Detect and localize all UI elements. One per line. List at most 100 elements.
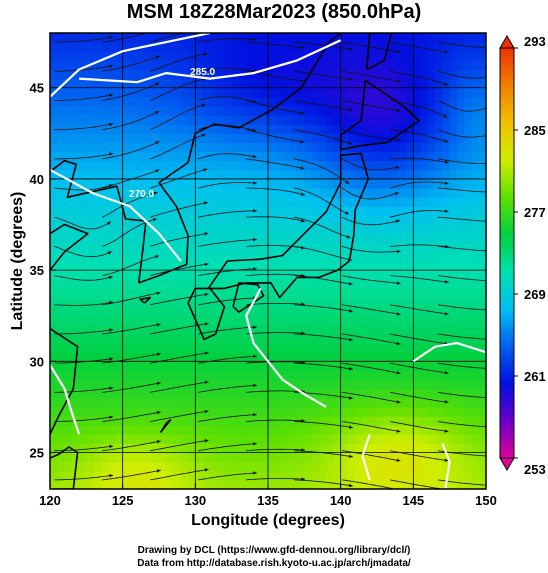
field-cell: [406, 288, 414, 299]
field-cell: [180, 397, 189, 408]
field-cell: [384, 215, 393, 226]
field-cell: [217, 96, 225, 107]
credit-data: Data from http://database.rish.kyoto-u.a…: [137, 558, 411, 569]
streamline: [390, 391, 449, 403]
field-cell: [311, 406, 320, 417]
field-cell: [268, 352, 276, 362]
field-cell: [202, 42, 211, 52]
streamline-arrow: [204, 409, 209, 414]
field-cell: [246, 452, 255, 463]
field-cell: [115, 388, 124, 399]
field-cell: [427, 261, 436, 271]
field-cell: [377, 297, 385, 308]
field-cell: [471, 425, 480, 435]
field-cell: [297, 306, 305, 317]
field-cell: [115, 178, 124, 189]
field-cell: [478, 169, 486, 180]
field-cell: [268, 242, 276, 253]
field-cell: [108, 406, 116, 417]
field-cell: [173, 115, 182, 125]
field-cell: [435, 42, 443, 52]
field-cell: [347, 479, 356, 489]
field-cell: [93, 206, 102, 216]
field-cell: [86, 270, 95, 280]
field-cell: [137, 115, 146, 125]
field-cell: [304, 443, 313, 454]
field-cell: [318, 297, 327, 308]
field-cell: [282, 370, 291, 381]
field-cell: [282, 261, 291, 271]
field-cell: [304, 361, 313, 372]
field-cell: [86, 388, 95, 399]
field-cell: [137, 397, 146, 408]
field-cell: [384, 352, 393, 362]
field-cell: [209, 78, 218, 89]
field-cell: [100, 306, 109, 317]
field-cell: [57, 270, 66, 280]
field-cell: [449, 361, 458, 372]
field-cell: [413, 242, 422, 253]
field-cell: [151, 397, 160, 408]
streamline: [198, 355, 257, 364]
field-cell: [151, 443, 160, 454]
field-cell: [413, 443, 422, 454]
field-cell: [464, 343, 473, 353]
field-cell: [260, 434, 269, 444]
field-cell: [115, 479, 124, 489]
field-cell: [188, 251, 196, 262]
field-cell: [427, 42, 436, 52]
field-cell: [202, 388, 211, 399]
field-cell: [166, 215, 175, 226]
streamline-arrow: [109, 415, 114, 420]
streamline: [341, 216, 400, 226]
field-cell: [122, 242, 131, 253]
field-cell: [318, 215, 327, 226]
field-cell: [282, 297, 291, 308]
streamline: [437, 333, 486, 340]
field-cell: [318, 224, 327, 235]
field-cell: [202, 206, 211, 216]
field-cell: [159, 105, 167, 116]
field-cell: [268, 197, 276, 207]
field-cell: [297, 434, 305, 444]
field-cell: [195, 251, 204, 262]
field-cell: [180, 105, 189, 116]
field-cell: [442, 324, 451, 335]
field-cell: [159, 133, 167, 144]
field-cell: [377, 288, 385, 299]
field-cell: [311, 224, 320, 235]
field-cell: [195, 178, 204, 189]
field-cell: [282, 215, 291, 226]
field-cell: [304, 233, 313, 244]
field-cell: [297, 370, 305, 381]
streamline-arrow: [155, 55, 160, 59]
field-cell: [79, 78, 87, 89]
field-cell: [93, 115, 102, 125]
field-cell: [384, 169, 393, 180]
field-cell: [333, 443, 342, 454]
field-cell: [456, 169, 465, 180]
field-cell: [442, 51, 451, 61]
streamline: [150, 53, 208, 72]
field-cell: [362, 197, 371, 207]
field-cell: [115, 160, 124, 171]
field-cell: [79, 215, 87, 226]
field-cell: [369, 352, 378, 362]
field-cell: [108, 361, 116, 372]
field-cell: [289, 242, 298, 253]
field-cell: [377, 160, 385, 171]
field-cell: [420, 206, 429, 216]
streamline: [341, 187, 399, 200]
field-cell: [478, 206, 486, 216]
field-cell: [347, 288, 356, 299]
field-cell: [318, 96, 327, 107]
field-cell: [100, 343, 109, 353]
field-cell: [471, 151, 480, 162]
field-cell: [100, 42, 109, 52]
field-cell: [369, 224, 378, 235]
field-cell: [442, 361, 451, 372]
field-cell: [289, 224, 298, 235]
field-cell: [137, 416, 146, 426]
field-cell: [391, 370, 400, 381]
field-cell: [427, 197, 436, 207]
